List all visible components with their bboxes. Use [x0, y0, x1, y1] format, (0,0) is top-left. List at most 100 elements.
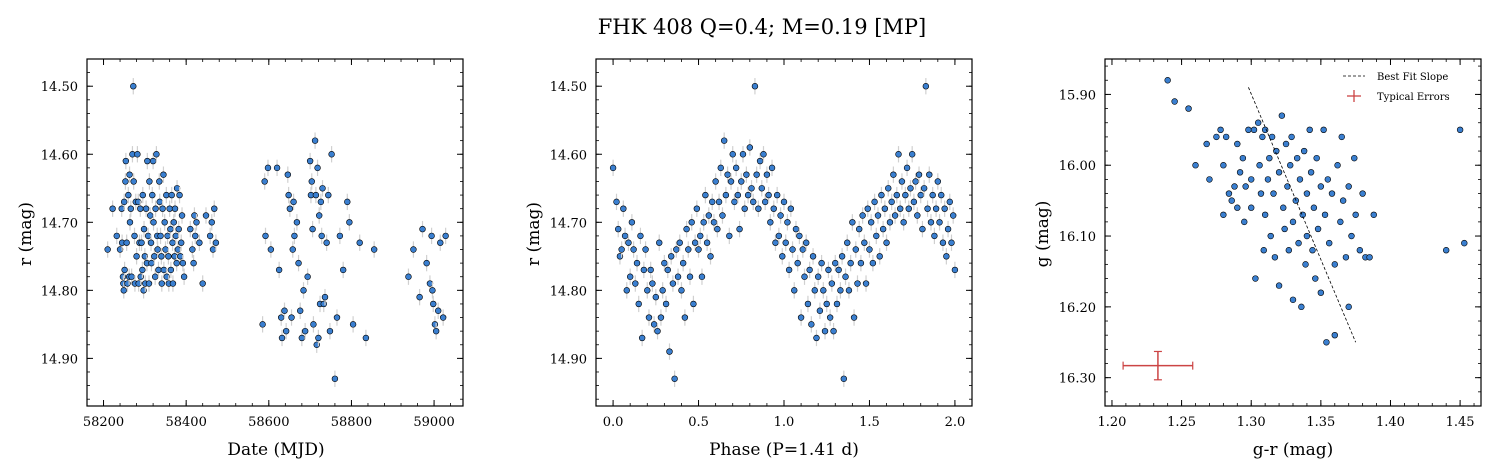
- y-tick-label: 16.10: [1059, 230, 1096, 245]
- data-point: [209, 246, 217, 253]
- data-point: [1331, 261, 1338, 268]
- data-point: [744, 191, 752, 199]
- data-point: [325, 191, 332, 199]
- data-points: [1164, 77, 1468, 346]
- data-point: [768, 164, 776, 172]
- data-point: [293, 219, 301, 226]
- data-point: [888, 198, 895, 206]
- data-point: [104, 246, 111, 253]
- axes-frame: [595, 58, 973, 407]
- data-point: [1280, 204, 1287, 211]
- data-point: [1250, 126, 1258, 134]
- data-point: [1259, 133, 1266, 141]
- data-point: [885, 185, 892, 192]
- x-axis-label: Phase (P=1.41 d): [709, 440, 859, 460]
- data-point: [125, 191, 132, 199]
- data-point: [814, 273, 822, 280]
- data-point: [1324, 176, 1332, 183]
- data-point: [1217, 126, 1224, 134]
- data-point: [1275, 169, 1283, 176]
- data-point: [157, 232, 164, 240]
- data-point: [339, 266, 347, 274]
- data-point: [881, 205, 889, 212]
- data-point: [121, 266, 128, 274]
- data-point: [797, 314, 805, 321]
- data-point: [630, 246, 637, 253]
- data-point: [929, 191, 936, 199]
- data-point: [163, 273, 170, 280]
- data-point: [1267, 232, 1274, 240]
- data-point: [855, 225, 863, 233]
- y-tick-label: 14.50: [550, 80, 587, 95]
- data-point: [671, 375, 678, 382]
- y-axis-label: r (mag): [524, 202, 544, 266]
- data-point: [134, 151, 141, 158]
- typical-error-bar: [1122, 350, 1194, 381]
- figure-title: FHK 408 Q=0.4; M=0.19 [MP]: [598, 15, 927, 39]
- data-point: [879, 225, 887, 233]
- data-point: [726, 232, 733, 240]
- data-point: [949, 212, 957, 219]
- data-point: [291, 232, 298, 240]
- data-point: [703, 239, 711, 246]
- data-point: [264, 164, 272, 172]
- data-point: [944, 225, 952, 233]
- data-point: [678, 287, 685, 294]
- data-point: [1225, 190, 1233, 197]
- data-point: [126, 219, 134, 226]
- data-point: [300, 287, 307, 294]
- data-point: [315, 334, 322, 342]
- data-points: [104, 78, 449, 387]
- data-point: [710, 219, 718, 226]
- data-point: [1339, 197, 1347, 204]
- data-point: [623, 287, 630, 294]
- data-point: [1203, 140, 1210, 148]
- data-point: [1234, 204, 1241, 211]
- x-tick-label: 1.35: [1306, 415, 1335, 430]
- data-point: [659, 287, 666, 294]
- data-point: [429, 287, 436, 294]
- data-point: [1302, 261, 1309, 268]
- data-point: [823, 300, 830, 308]
- data-point: [1370, 211, 1377, 218]
- data-point: [847, 259, 854, 267]
- data-point: [1326, 239, 1333, 247]
- data-point: [1260, 247, 1267, 254]
- panel-color-magnitude: g-r (mag) g (mag) 1.20 1.25 1.30 1.35 1.40 1.…: [1033, 58, 1482, 460]
- data-point: [869, 259, 877, 267]
- data-point: [319, 185, 326, 192]
- data-point: [428, 232, 435, 240]
- data-point: [167, 225, 174, 233]
- data-point: [166, 205, 173, 212]
- data-point: [787, 205, 795, 212]
- data-point: [908, 151, 916, 158]
- data-point: [1268, 133, 1276, 141]
- data-point: [127, 205, 134, 212]
- data-point: [1282, 140, 1290, 148]
- data-point: [171, 205, 179, 212]
- data-point: [645, 314, 653, 321]
- data-point: [1288, 133, 1295, 141]
- data-point: [289, 246, 296, 253]
- data-point: [939, 239, 947, 246]
- x-tick-label: 1.45: [1446, 415, 1475, 430]
- data-point: [837, 287, 844, 294]
- data-point: [120, 287, 127, 294]
- data-point: [320, 300, 327, 308]
- data-point: [147, 239, 155, 246]
- data-point: [784, 219, 791, 226]
- data-point: [697, 232, 704, 240]
- data-point: [835, 266, 842, 274]
- data-point: [681, 314, 689, 321]
- data-point: [943, 253, 950, 260]
- data-point: [620, 205, 627, 212]
- data-point: [267, 246, 275, 253]
- data-point: [647, 266, 654, 274]
- data-point: [1300, 147, 1308, 155]
- data-point: [857, 259, 865, 267]
- data-point: [615, 225, 622, 233]
- data-point: [661, 259, 668, 267]
- data-point: [799, 246, 806, 253]
- data-point: [1296, 176, 1304, 183]
- data-point: [676, 239, 683, 246]
